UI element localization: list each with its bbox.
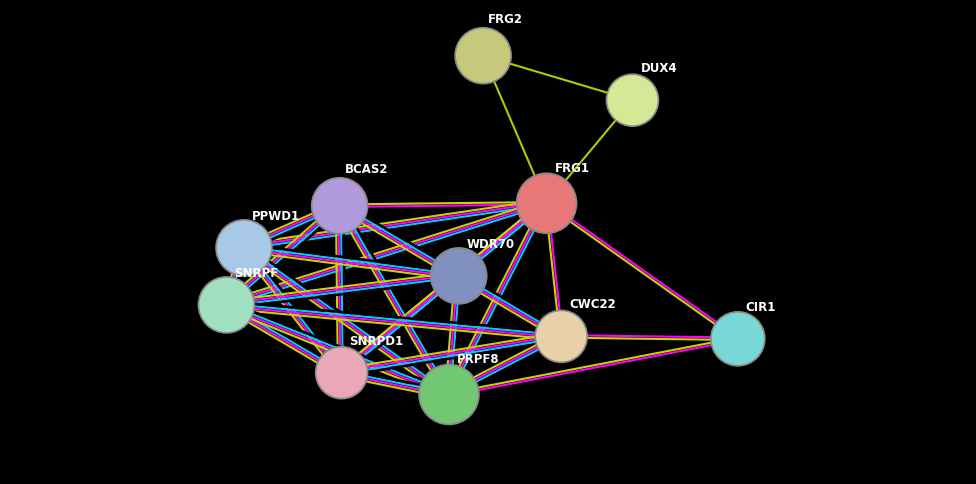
Text: FRG2: FRG2 <box>488 13 523 26</box>
Circle shape <box>419 364 479 424</box>
Text: SNRPF: SNRPF <box>234 267 279 280</box>
Text: PPWD1: PPWD1 <box>252 210 301 223</box>
Text: BCAS2: BCAS2 <box>345 163 388 176</box>
Circle shape <box>198 277 255 333</box>
Text: CWC22: CWC22 <box>569 298 616 311</box>
Circle shape <box>455 28 511 84</box>
Circle shape <box>315 347 368 399</box>
Circle shape <box>516 173 577 233</box>
Text: DUX4: DUX4 <box>640 62 677 75</box>
Text: CIR1: CIR1 <box>746 301 776 314</box>
Circle shape <box>430 248 487 304</box>
Circle shape <box>311 178 368 234</box>
Text: SNRPD1: SNRPD1 <box>349 334 404 348</box>
Circle shape <box>535 310 588 363</box>
Text: WDR70: WDR70 <box>467 238 515 251</box>
Text: PRPF8: PRPF8 <box>457 353 500 366</box>
Circle shape <box>711 312 765 366</box>
Text: FRG1: FRG1 <box>554 162 590 175</box>
Circle shape <box>606 74 659 126</box>
Circle shape <box>216 220 272 276</box>
